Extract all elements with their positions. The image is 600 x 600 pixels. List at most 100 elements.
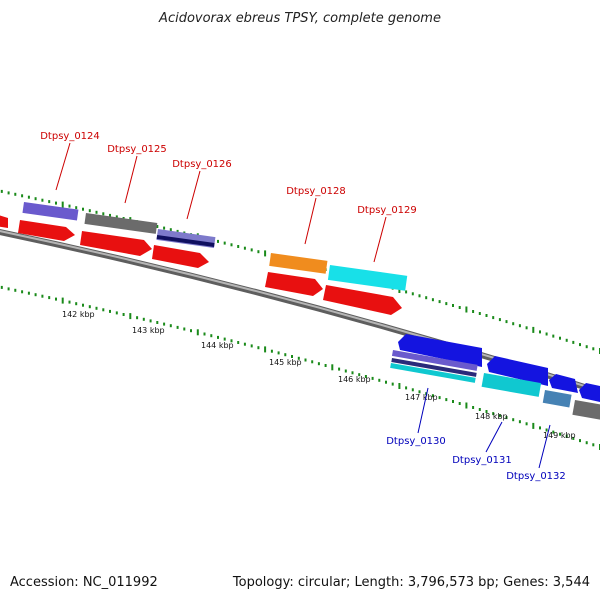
tick-minor	[572, 340, 575, 344]
map-title: Acidovorax ebreus TPSY, complete genome	[158, 11, 441, 26]
tick-major	[398, 383, 401, 389]
tick-minor	[525, 422, 528, 426]
feature-0125[interactable]	[84, 213, 158, 234]
tick-minor	[41, 294, 44, 298]
gene-arrow[interactable]	[0, 214, 8, 228]
gene-arrow[interactable]	[80, 231, 152, 256]
tick-minor	[405, 290, 408, 294]
tick-minor	[592, 443, 595, 447]
tick-minor	[405, 386, 408, 390]
tick-major	[465, 402, 468, 409]
tick-minor	[270, 349, 273, 353]
tick-minor	[438, 396, 441, 400]
tick-minor	[411, 292, 414, 296]
tick-major	[264, 346, 267, 353]
tick-minor	[592, 347, 595, 351]
tick-minor	[452, 304, 454, 307]
tick-minor	[552, 430, 555, 434]
gene-arrow[interactable]	[18, 220, 75, 241]
tick-minor	[472, 406, 475, 409]
tick-minor	[458, 402, 461, 405]
gene-arrow[interactable]	[549, 374, 578, 393]
tick-minor	[431, 298, 434, 302]
tick-minor	[48, 200, 51, 204]
tick-minor	[257, 346, 260, 350]
tick-minor	[579, 439, 581, 443]
tick-major	[129, 313, 132, 320]
tick-minor	[163, 322, 166, 326]
tick-minor	[297, 356, 300, 360]
gene-label-dtpsy-0130[interactable]: Dtpsy_0130	[386, 436, 446, 447]
tick-minor	[68, 300, 71, 304]
tick-minor	[572, 436, 575, 440]
tick-minor	[304, 358, 307, 362]
tick-minor	[136, 316, 139, 320]
feature-0132[interactable]	[542, 390, 572, 408]
tick-minor	[559, 432, 561, 436]
tick-minor	[472, 310, 475, 313]
gene-arrow[interactable]	[579, 383, 600, 402]
gene-arrow[interactable]	[487, 356, 548, 386]
tick-minor	[82, 303, 84, 307]
gene-arrow[interactable]	[265, 272, 323, 296]
axis-label: 146 kbp	[338, 375, 371, 384]
tick-minor	[142, 317, 145, 321]
tick-minor	[34, 197, 37, 201]
tick-minor	[109, 213, 111, 217]
tick-minor	[418, 294, 421, 298]
tick-minor	[498, 414, 501, 418]
axis-label: 147 kbp	[405, 393, 438, 402]
tick-minor	[539, 330, 541, 334]
tick-minor	[445, 398, 448, 402]
tick-minor	[317, 362, 320, 366]
tick-minor	[0, 285, 3, 289]
tick-minor	[169, 228, 172, 232]
gene-arrow[interactable]	[323, 285, 402, 315]
tick-minor	[82, 207, 84, 211]
gene-label-dtpsy-0128[interactable]: Dtpsy_0128	[286, 186, 346, 197]
feature-0128[interactable]	[269, 253, 328, 274]
tick-minor	[385, 380, 387, 384]
gene-label-dtpsy-0132[interactable]: Dtpsy_0132	[506, 471, 566, 482]
gene-label-dtpsy-0129[interactable]: Dtpsy_0129	[357, 205, 417, 216]
feature-0129[interactable]	[327, 265, 408, 291]
gene-label-dtpsy-0131[interactable]: Dtpsy_0131	[452, 455, 512, 466]
tick-minor	[0, 189, 3, 193]
tick-minor	[311, 360, 314, 364]
axis-label: 142 kbp	[62, 310, 95, 319]
tick-minor	[518, 420, 521, 424]
tick-minor	[277, 351, 280, 355]
gene-arrow[interactable]	[398, 334, 482, 367]
genome-summary: Topology: circular; Length: 3,796,573 bp…	[232, 575, 590, 590]
gene-label-dtpsy-0125[interactable]: Dtpsy_0125	[107, 144, 167, 155]
tick-minor	[431, 394, 434, 398]
accession-label: Accession: NC_011992	[10, 575, 158, 590]
tick-minor	[95, 306, 98, 310]
tick-minor	[68, 204, 71, 208]
tick-minor	[485, 410, 488, 413]
tick-minor	[545, 332, 548, 336]
tick-minor	[478, 312, 481, 315]
feature-0131[interactable]	[481, 373, 542, 397]
tick-minor	[505, 416, 508, 420]
tick-minor	[88, 209, 91, 213]
tick-minor	[565, 434, 568, 438]
tick-minor	[458, 306, 461, 309]
feature-0124[interactable]	[22, 201, 79, 221]
tick-minor	[371, 376, 374, 380]
tick-major	[532, 326, 535, 333]
tick-minor	[217, 335, 219, 339]
tick-minor	[41, 198, 44, 202]
tick-minor	[512, 418, 515, 422]
tick-row-inner	[0, 285, 600, 450]
gene-label-dtpsy-0126[interactable]: Dtpsy_0126	[172, 159, 232, 170]
tick-minor	[176, 229, 179, 233]
gene-arrow[interactable]	[152, 245, 209, 268]
gene-label-dtpsy-0124[interactable]: Dtpsy_0124	[40, 131, 100, 142]
tick-major	[61, 201, 64, 208]
tick-minor	[149, 319, 152, 323]
tick-minor	[102, 308, 105, 312]
axis-label: 144 kbp	[201, 341, 234, 350]
tick-minor	[351, 371, 354, 375]
